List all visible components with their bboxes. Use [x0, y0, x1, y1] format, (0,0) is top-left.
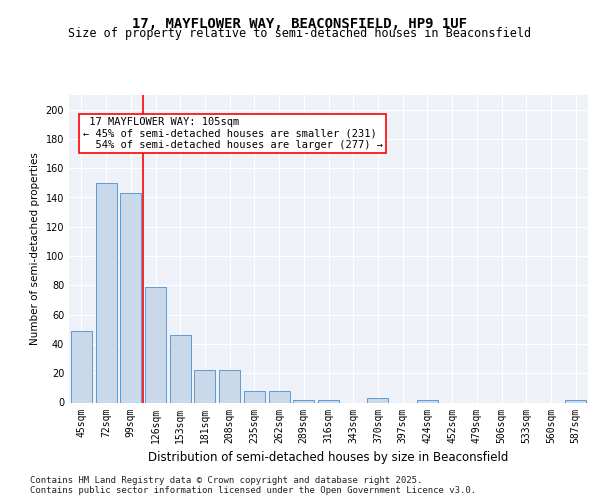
Bar [71, 331, 92, 402]
Bar [95, 183, 116, 402]
Bar [120, 193, 141, 402]
Bar [269, 391, 290, 402]
Bar [170, 335, 191, 402]
X-axis label: Distribution of semi-detached houses by size in Beaconsfield: Distribution of semi-detached houses by … [148, 451, 509, 464]
Text: Size of property relative to semi-detached houses in Beaconsfield: Size of property relative to semi-detach… [68, 28, 532, 40]
Bar [565, 400, 586, 402]
Text: 17 MAYFLOWER WAY: 105sqm
← 45% of semi-detached houses are smaller (231)
  54% o: 17 MAYFLOWER WAY: 105sqm ← 45% of semi-d… [83, 117, 383, 150]
Bar [194, 370, 215, 402]
Bar [293, 400, 314, 402]
Bar [417, 400, 438, 402]
Bar [367, 398, 388, 402]
Bar [145, 287, 166, 403]
Y-axis label: Number of semi-detached properties: Number of semi-detached properties [30, 152, 40, 345]
Bar [244, 391, 265, 402]
Bar [318, 400, 339, 402]
Bar [219, 370, 240, 402]
Text: Contains HM Land Registry data © Crown copyright and database right 2025.
Contai: Contains HM Land Registry data © Crown c… [30, 476, 476, 495]
Text: 17, MAYFLOWER WAY, BEACONSFIELD, HP9 1UF: 17, MAYFLOWER WAY, BEACONSFIELD, HP9 1UF [133, 18, 467, 32]
